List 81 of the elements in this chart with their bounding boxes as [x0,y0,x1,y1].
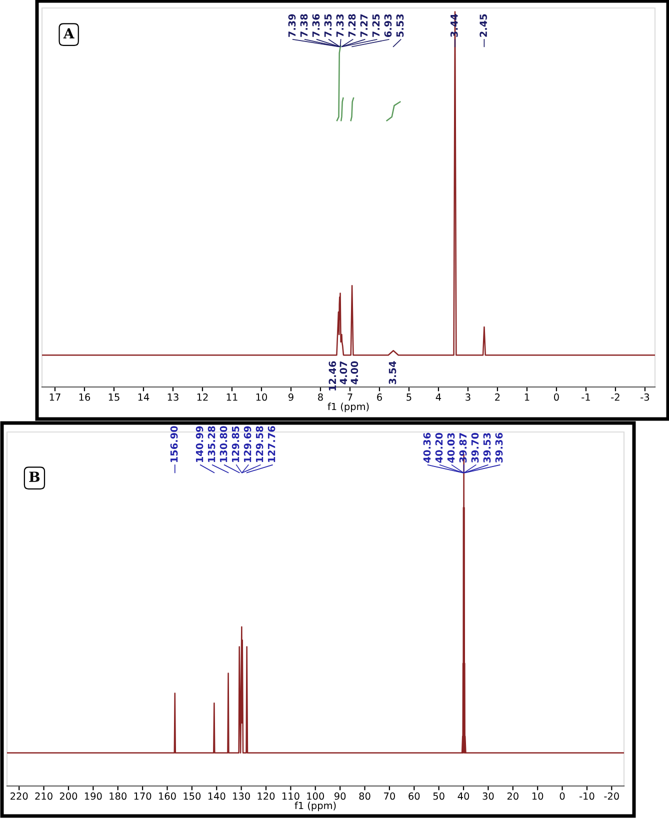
x-tick-label: 120 [258,792,275,800]
annotation: 127.76 [268,426,276,462]
x-tick-label: 5 [406,394,412,401]
x-tick-label: 16 [79,393,90,401]
x-tick-label: 15 [108,394,120,401]
annotation: 156.90 [170,426,178,462]
annotation: 7.28 [348,14,356,37]
x-tick-label: 0 [554,393,559,401]
x-tick-label: 14 [138,394,150,401]
x-tick-label: -3 [640,393,650,401]
x-tick-label: 3 [466,393,470,401]
x-tick-label: 80 [359,792,370,800]
x-tick-label: 8 [318,393,323,401]
annotation: 4.00 [350,361,358,384]
x-tick-label: 220 [10,792,28,800]
x-tick-label: 150 [184,792,201,800]
x-tick-label: 130 [233,792,250,800]
x-tick-label: 10 [532,792,544,800]
annotation: 39.53 [483,433,491,462]
x-tick-label: 140 [208,792,226,800]
x-tick-label: 50 [433,792,444,800]
x-tick-label: 11 [226,394,238,401]
annotation: 135.28 [208,426,216,462]
annotation: 3.44 [450,14,458,37]
annotation: 3.54 [388,361,396,384]
x-tick-label: 30 [482,792,494,800]
annotation: 2.45 [480,14,488,37]
annotation: 140.99 [196,426,204,462]
x-tick-label: 13 [168,393,178,401]
x-tick-label: 190 [84,792,102,800]
x-tick-label: 160 [159,792,176,800]
annotation: 6.93 [384,14,392,37]
x-tick-label: 200 [60,792,78,800]
x-tick-label: -2 [611,393,620,401]
x-tick-label: -10 [580,792,594,800]
x-tick-label: 6 [377,393,382,401]
annotation: 40.36 [423,432,431,463]
x-axis-title: f1 (ppm) [294,802,336,812]
text: B [29,472,40,482]
x-tick-label: 1 [524,394,530,401]
annotation: 7.39 [288,14,296,37]
annotation: 39.70 [471,432,479,462]
x-tick-label: -1 [582,394,590,401]
annotation: 4.07 [340,362,348,384]
annotation: 39.36 [495,432,503,462]
annotation: 129.69 [244,426,252,462]
x-tick-label: 210 [35,792,52,800]
annotation: 7.36 [312,14,320,37]
annotation: 130.80 [220,426,228,462]
annotation: 39.87 [459,433,467,462]
text: A [63,28,74,38]
x-tick-label: 20 [507,792,518,800]
annotation: 40.20 [435,432,443,463]
x-tick-label: 170 [134,792,152,800]
x-tick-label: 100 [307,792,324,800]
annotation: 12.46 [328,361,336,390]
annotation: 7.35 [324,14,332,37]
x-tick-label: 4 [436,394,442,401]
annotation: 5.53 [396,14,404,37]
annotation: 129.85 [232,426,240,462]
x-tick-label: 0 [560,792,565,800]
x-tick-label: 70 [384,792,395,800]
x-tick-label: 2 [495,393,500,401]
x-tick-label: 90 [334,792,346,800]
x-tick-label: 7 [348,394,352,401]
x-tick-label: 40 [458,792,470,800]
annotation: 129.58 [256,426,264,462]
x-tick-label: 110 [282,792,300,800]
x-tick-label: 12 [197,393,208,401]
annotation: 7.38 [300,14,308,37]
x-tick-label: 9 [288,393,294,401]
annotation: 40.03 [447,433,455,463]
x-tick-label: 17 [50,394,60,401]
annotation: 7.25 [372,14,380,37]
x-tick-label: -20 [604,792,619,800]
annotation: 7.33 [336,14,344,37]
x-axis-title: f1 (ppm) [328,402,369,412]
x-tick-label: 10 [256,393,268,401]
annotation: 7.27 [360,14,368,37]
x-tick-label: 60 [408,792,420,800]
x-tick-label: 180 [110,792,126,800]
